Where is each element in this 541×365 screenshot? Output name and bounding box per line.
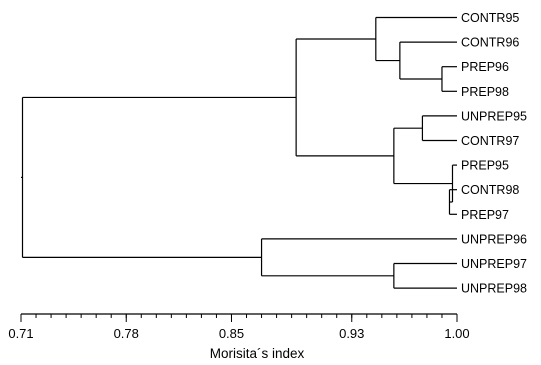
leaf-label-unprep97: UNPREP97 (461, 257, 527, 271)
leaf-label-unprep95: UNPREP95 (461, 109, 527, 123)
x-axis-title: Morisita´s index (210, 346, 305, 361)
x-axis-ticks (20, 314, 458, 322)
x-tick-label: 0.85 (219, 326, 244, 341)
x-tick-label: 0.71 (8, 326, 33, 341)
x-tick-label: 1.00 (444, 326, 469, 341)
leaf-label-unprep96: UNPREP96 (461, 232, 527, 246)
leaf-label-contr97: CONTR97 (461, 134, 519, 148)
x-axis-tick-labels: 0.71 0.78 0.85 0.93 1.00 (8, 326, 469, 341)
leaf-label-prep96: PREP96 (461, 60, 509, 74)
leaf-label-prep98: PREP98 (461, 85, 509, 99)
leaf-label-contr98: CONTR98 (461, 183, 519, 197)
leaf-label-prep97: PREP97 (461, 208, 509, 222)
dendrogram-branches (21, 16, 457, 289)
x-tick-label: 0.93 (339, 326, 364, 341)
x-axis: 0.71 0.78 0.85 0.93 1.00 Morisita´s index (8, 313, 470, 361)
x-tick-label: 0.78 (114, 326, 139, 341)
leaf-label-prep95: PREP95 (461, 159, 509, 173)
leaf-label-contr96: CONTR96 (461, 36, 519, 50)
leaf-labels: CONTR95 CONTR96 PREP96 PREP98 UNPREP95 CONTR9… (461, 11, 527, 296)
leaf-label-contr95: CONTR95 (461, 11, 519, 25)
leaf-label-unprep98: UNPREP98 (461, 282, 527, 296)
